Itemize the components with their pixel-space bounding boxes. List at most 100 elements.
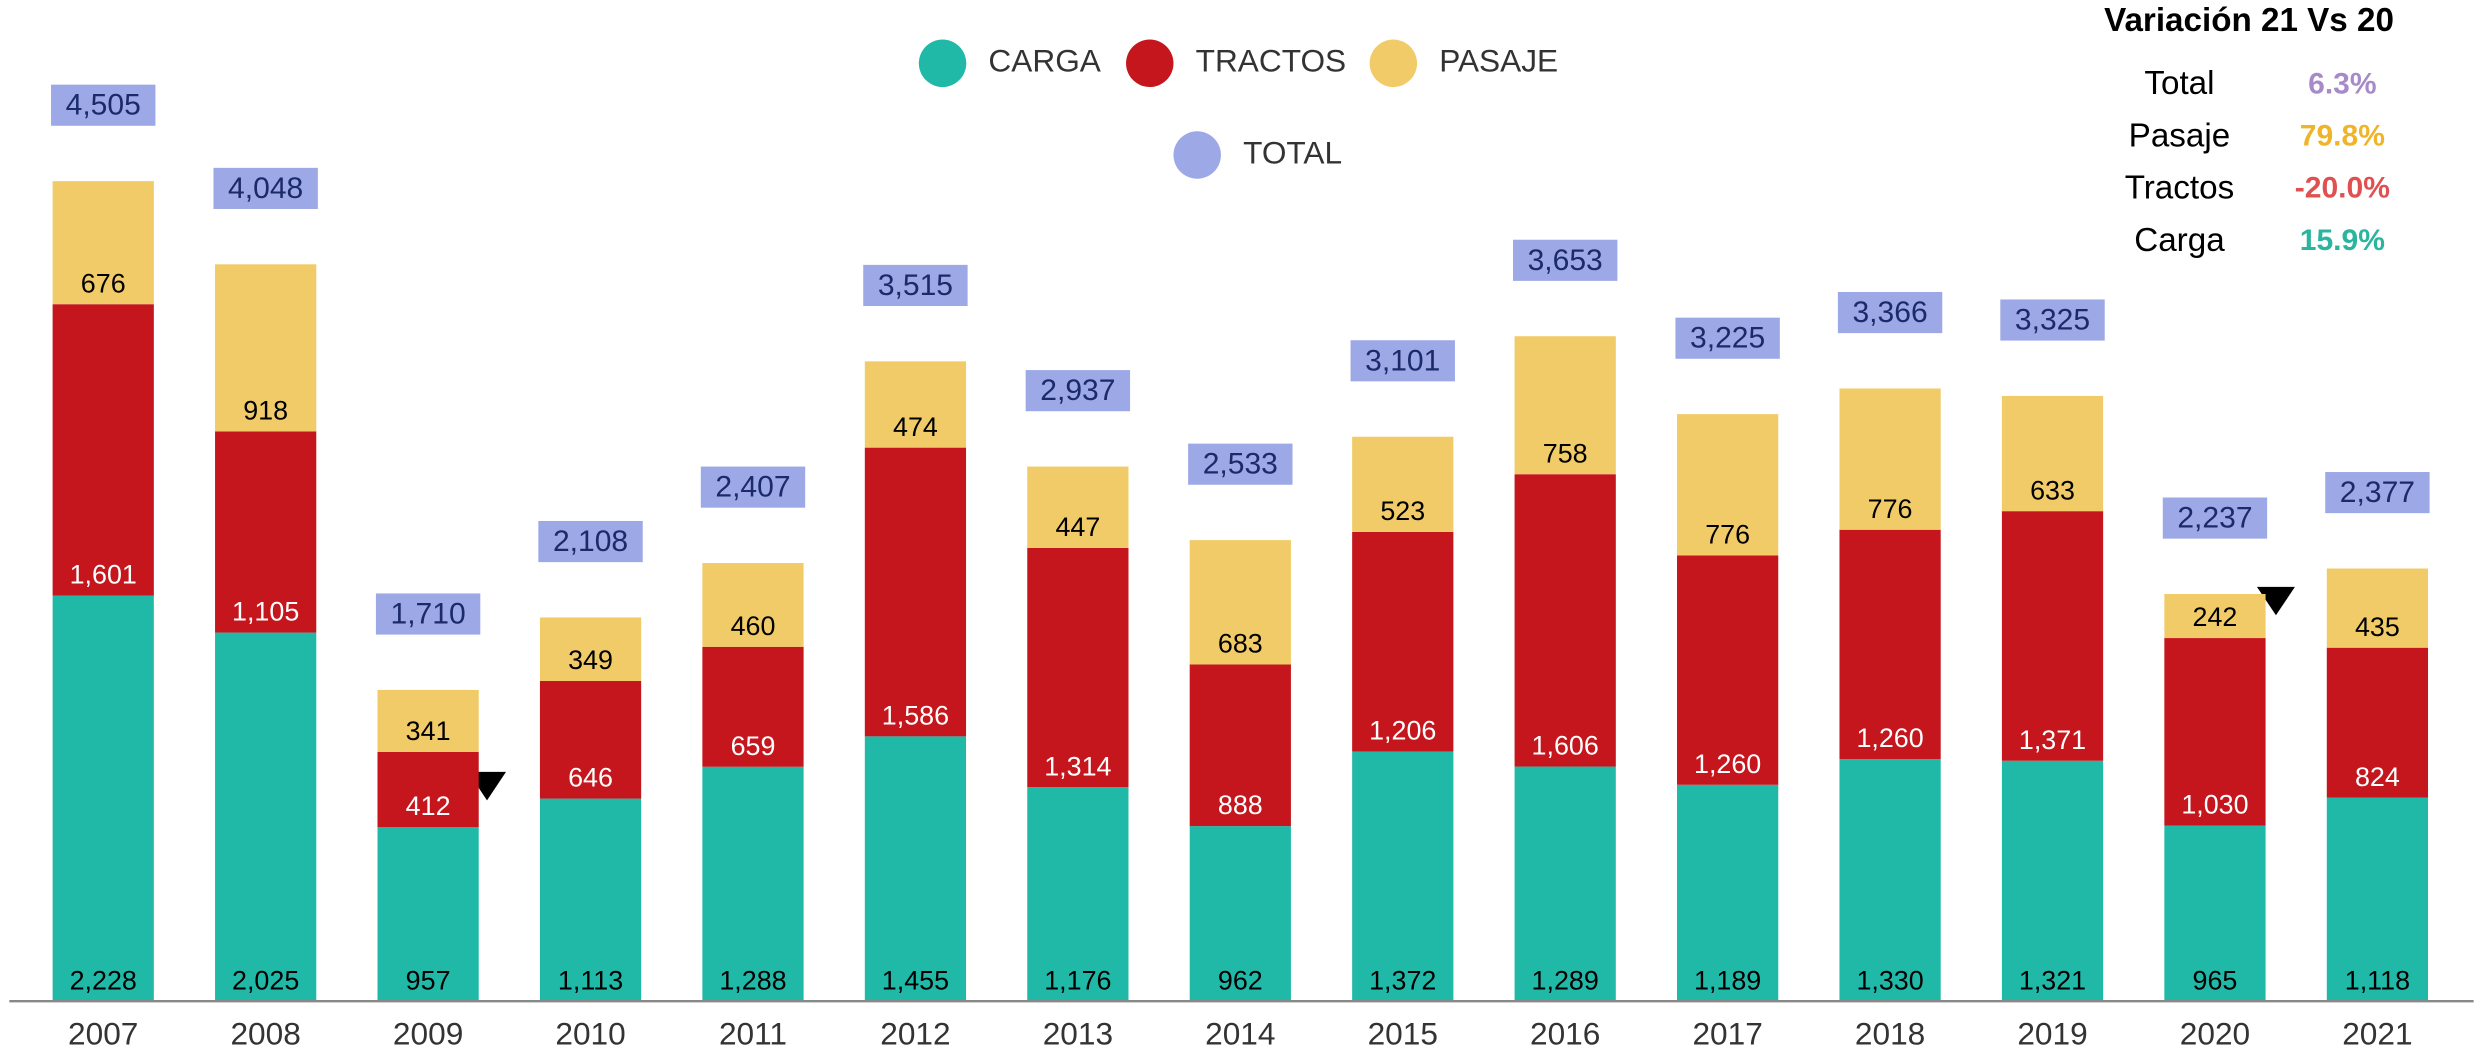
data-label: 1,030 xyxy=(2181,790,2248,820)
total-box xyxy=(863,264,968,306)
x-tick-label: 2013 xyxy=(1043,1015,1113,1051)
bar-segment xyxy=(864,736,967,1002)
legend-label: PASAJE xyxy=(1439,43,1558,79)
total-box xyxy=(1188,443,1293,485)
legend-label: TOTAL xyxy=(1243,134,1342,170)
data-label: 824 xyxy=(2355,762,2400,792)
data-label: 1,260 xyxy=(1694,749,1761,779)
data-label: 965 xyxy=(2193,965,2238,995)
x-tick-label: 2007 xyxy=(68,1015,138,1051)
variation-label: Total xyxy=(2144,65,2214,102)
total-box xyxy=(700,466,806,508)
data-label: 962 xyxy=(1218,965,1263,995)
bar-segment xyxy=(52,181,154,305)
bar-segment xyxy=(1514,474,1616,767)
variation-title: Variación 21 Vs 20 xyxy=(2104,2,2394,39)
x-tick-label: 2017 xyxy=(1692,1015,1762,1051)
x-tick-label: 2014 xyxy=(1205,1015,1275,1051)
total-box xyxy=(1513,239,1618,281)
total-box xyxy=(538,520,643,563)
total-label: 3,515 xyxy=(878,269,953,302)
data-label: 2,025 xyxy=(232,965,299,995)
total-box xyxy=(1675,317,1780,359)
bar-segment xyxy=(539,681,642,799)
total-box xyxy=(1350,340,1455,382)
legend-swatch xyxy=(1173,131,1221,179)
data-label: 758 xyxy=(1543,438,1588,468)
bar-segment xyxy=(1677,555,1779,785)
legend-label: CARGA xyxy=(988,43,1101,79)
bar-segment xyxy=(1839,759,1941,1002)
total-label: 4,048 xyxy=(228,172,303,205)
x-tick-label: 2016 xyxy=(1530,1015,1600,1051)
x-tick-label: 2009 xyxy=(393,1015,463,1051)
data-label: 776 xyxy=(1868,494,1913,524)
data-label: 447 xyxy=(1055,512,1100,542)
total-label: 4,505 xyxy=(66,89,141,122)
bar-segment xyxy=(1839,388,1941,530)
data-label: 460 xyxy=(731,611,776,641)
legend-swatch xyxy=(1126,39,1174,87)
data-label: 474 xyxy=(893,412,938,442)
bar-segment xyxy=(1514,336,1616,475)
bar-segment xyxy=(377,689,479,753)
data-label: 659 xyxy=(731,731,776,761)
total-label: 3,325 xyxy=(2015,304,2090,337)
x-tick-label: 2010 xyxy=(555,1015,625,1051)
bar-segment xyxy=(377,827,479,1002)
bar-segment xyxy=(702,563,804,647)
bar-segment xyxy=(1027,466,1129,548)
variation-label: Carga xyxy=(2134,222,2225,259)
total-label: 2,533 xyxy=(1203,448,1278,481)
data-label: 683 xyxy=(1218,629,1263,659)
data-label: 523 xyxy=(1380,496,1425,526)
data-label: 1,330 xyxy=(1856,965,1923,995)
data-label: 1,189 xyxy=(1694,965,1761,995)
total-label: 2,237 xyxy=(2177,502,2252,535)
bar-segment xyxy=(52,595,154,1002)
bar-segment xyxy=(2001,511,2104,761)
total-label: 3,653 xyxy=(1528,244,1603,277)
bar-segment xyxy=(539,798,642,1002)
total-label: 3,101 xyxy=(1365,344,1440,377)
data-label: 242 xyxy=(2193,602,2238,632)
data-label: 676 xyxy=(81,268,126,298)
bar-segment xyxy=(215,264,317,432)
data-label: 1,260 xyxy=(1856,723,1923,753)
legend-swatch xyxy=(1369,39,1418,87)
bar-segment xyxy=(539,617,642,682)
data-label: 888 xyxy=(1218,790,1263,820)
data-label: 1,586 xyxy=(882,700,949,730)
data-label: 2,228 xyxy=(70,965,137,995)
legend-label: TRACTOS xyxy=(1196,43,1347,79)
bar-segment xyxy=(2326,647,2429,798)
bar-segment xyxy=(2001,395,2104,512)
legend-swatch xyxy=(918,39,967,87)
variation-label: Pasaje xyxy=(2129,117,2231,154)
total-label: 2,108 xyxy=(553,525,628,558)
bar-segment xyxy=(702,646,804,767)
data-label: 1,314 xyxy=(1044,751,1111,781)
bar-segment xyxy=(215,632,317,1002)
variation-value: -20.0% xyxy=(2295,172,2390,205)
total-label: 3,366 xyxy=(1852,296,1927,329)
data-label: 957 xyxy=(406,965,451,995)
variation-value: 6.3% xyxy=(2308,67,2377,100)
data-label: 918 xyxy=(243,396,288,426)
bar-segment xyxy=(1677,414,1779,556)
bar-segment xyxy=(1514,766,1616,1002)
data-label: 1,455 xyxy=(882,965,949,995)
data-label: 1,105 xyxy=(232,597,299,627)
data-label: 1,606 xyxy=(1532,731,1599,761)
variation-value: 79.8% xyxy=(2300,120,2385,153)
total-box xyxy=(2325,472,2430,514)
total-label: 2,407 xyxy=(715,471,790,504)
data-label: 1,321 xyxy=(2019,965,2086,995)
bar-segment xyxy=(2326,797,2429,1002)
total-label: 2,377 xyxy=(2340,476,2415,509)
bar-segment xyxy=(1352,531,1454,752)
data-label: 633 xyxy=(2030,475,2075,505)
bar-segment xyxy=(1189,826,1291,1002)
total-box xyxy=(213,167,318,209)
